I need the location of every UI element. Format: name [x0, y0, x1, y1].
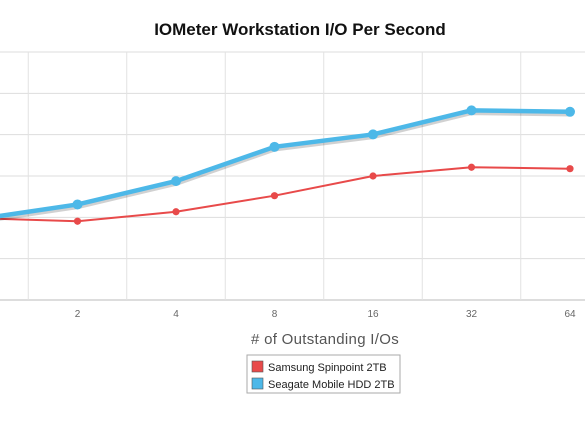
data-point [269, 141, 280, 152]
series-line [0, 108, 571, 219]
data-point [73, 217, 82, 225]
data-point [565, 106, 575, 117]
legend-box [246, 354, 401, 394]
data-point [466, 105, 477, 116]
data-point [172, 208, 180, 216]
series-line [0, 166, 571, 223]
legend-label-samsung: Samsung Spinpoint 2TB [268, 362, 387, 374]
data-point [369, 172, 377, 180]
x-tick-label: 32 [466, 309, 478, 320]
series-0 [0, 163, 574, 225]
data-point [566, 165, 574, 173]
legend-swatch-samsung [251, 360, 264, 373]
x-tick-label: 2 [75, 309, 81, 320]
legend: Samsung Spinpoint 2TB Seagate Mobile HDD… [246, 354, 401, 394]
x-axis-label: # of Outstanding I/Os [251, 331, 399, 348]
legend-label-seagate: Seagate Mobile HDD 2TB [268, 379, 395, 391]
series-layer [0, 105, 575, 225]
data-point [368, 129, 378, 140]
x-tick-labels: 2 4 8 16 32 64 [75, 309, 576, 320]
x-tick-label: 64 [564, 309, 576, 320]
grid [0, 51, 585, 301]
legend-swatch-seagate [251, 377, 264, 390]
data-point [72, 199, 83, 210]
x-tick-label: 16 [367, 309, 379, 320]
x-tick-label: 8 [272, 309, 278, 320]
data-point [270, 192, 279, 200]
data-point [171, 176, 181, 187]
x-tick-label: 4 [173, 309, 179, 320]
series-1 [0, 105, 575, 221]
data-point [467, 163, 476, 171]
chart-title: IOMeter Workstation I/O Per Second [154, 20, 446, 39]
